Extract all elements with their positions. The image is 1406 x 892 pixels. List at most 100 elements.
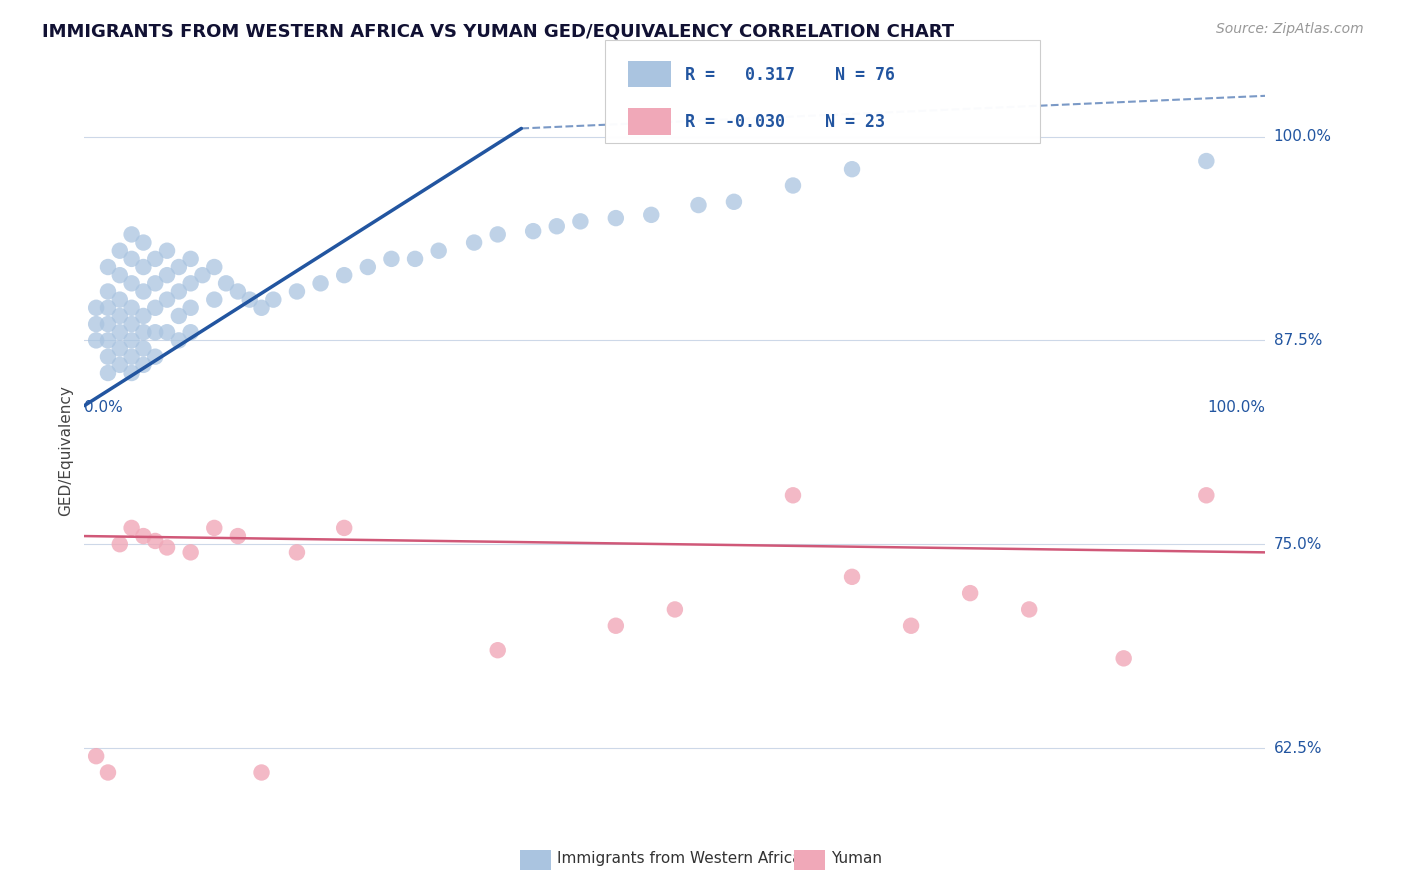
Point	[180, 545, 202, 559]
Point	[569, 214, 592, 228]
Point	[250, 301, 273, 315]
Point	[285, 285, 308, 299]
Point	[180, 301, 202, 315]
Point	[97, 334, 120, 348]
Text: Yuman: Yuman	[831, 852, 882, 866]
Point	[250, 765, 273, 780]
Text: IMMIGRANTS FROM WESTERN AFRICA VS YUMAN GED/EQUIVALENCY CORRELATION CHART: IMMIGRANTS FROM WESTERN AFRICA VS YUMAN …	[42, 22, 955, 40]
Text: 62.5%: 62.5%	[1274, 740, 1322, 756]
Point	[202, 521, 225, 535]
Text: Source: ZipAtlas.com: Source: ZipAtlas.com	[1216, 22, 1364, 37]
Point	[605, 619, 627, 633]
Point	[404, 252, 426, 266]
Point	[132, 358, 155, 372]
Point	[167, 309, 190, 323]
Point	[202, 260, 225, 274]
Point	[121, 277, 143, 291]
Point	[108, 537, 131, 551]
Point	[605, 211, 627, 226]
Point	[723, 194, 745, 209]
Point	[180, 325, 202, 339]
Text: R =   0.317    N = 76: R = 0.317 N = 76	[685, 66, 894, 84]
Point	[132, 342, 155, 356]
Point	[97, 285, 120, 299]
Text: 75.0%: 75.0%	[1274, 537, 1322, 552]
Point	[688, 198, 710, 212]
Point	[143, 252, 166, 266]
Point	[226, 529, 249, 543]
Point	[121, 317, 143, 331]
Y-axis label: GED/Equivalency: GED/Equivalency	[58, 385, 73, 516]
Point	[309, 277, 332, 291]
Point	[546, 219, 568, 234]
Point	[121, 366, 143, 380]
Point	[143, 301, 166, 315]
Point	[357, 260, 380, 274]
Point	[156, 293, 179, 307]
Point	[239, 293, 262, 307]
Point	[132, 285, 155, 299]
Point	[486, 643, 509, 657]
Point	[640, 208, 662, 222]
Point	[226, 285, 249, 299]
Point	[121, 334, 143, 348]
Point	[285, 545, 308, 559]
Point	[108, 342, 131, 356]
Point	[180, 252, 202, 266]
Point	[522, 224, 544, 238]
Point	[143, 350, 166, 364]
Point	[97, 350, 120, 364]
Point	[108, 309, 131, 323]
Point	[121, 350, 143, 364]
Point	[132, 309, 155, 323]
Point	[108, 268, 131, 282]
Point	[156, 244, 179, 258]
Point	[333, 521, 356, 535]
Point	[167, 285, 190, 299]
Point	[380, 252, 402, 266]
Point	[215, 277, 238, 291]
Point	[108, 325, 131, 339]
Point	[1195, 488, 1218, 502]
Text: Immigrants from Western Africa: Immigrants from Western Africa	[557, 852, 801, 866]
Point	[121, 301, 143, 315]
Point	[333, 268, 356, 282]
Point	[180, 277, 202, 291]
Point	[97, 765, 120, 780]
Point	[143, 277, 166, 291]
Point	[121, 252, 143, 266]
Point	[202, 293, 225, 307]
Point	[664, 602, 686, 616]
Point	[167, 260, 190, 274]
Text: R = -0.030    N = 23: R = -0.030 N = 23	[685, 113, 884, 131]
Point	[900, 619, 922, 633]
Point	[143, 533, 166, 548]
Point	[132, 529, 155, 543]
Point	[463, 235, 485, 250]
Point	[1112, 651, 1135, 665]
Point	[108, 293, 131, 307]
Point	[156, 325, 179, 339]
Point	[132, 260, 155, 274]
Point	[959, 586, 981, 600]
Point	[841, 162, 863, 177]
Point	[132, 235, 155, 250]
Text: 0.0%: 0.0%	[84, 400, 124, 415]
Point	[97, 260, 120, 274]
Point	[262, 293, 284, 307]
Point	[143, 325, 166, 339]
Point	[132, 325, 155, 339]
Point	[1195, 154, 1218, 169]
Point	[841, 570, 863, 584]
Point	[84, 301, 107, 315]
Point	[782, 178, 804, 193]
Point	[156, 268, 179, 282]
Point	[97, 317, 120, 331]
Text: 100.0%: 100.0%	[1208, 400, 1265, 415]
Point	[108, 244, 131, 258]
Point	[84, 334, 107, 348]
Point	[108, 358, 131, 372]
Point	[121, 227, 143, 242]
Point	[97, 366, 120, 380]
Point	[486, 227, 509, 242]
